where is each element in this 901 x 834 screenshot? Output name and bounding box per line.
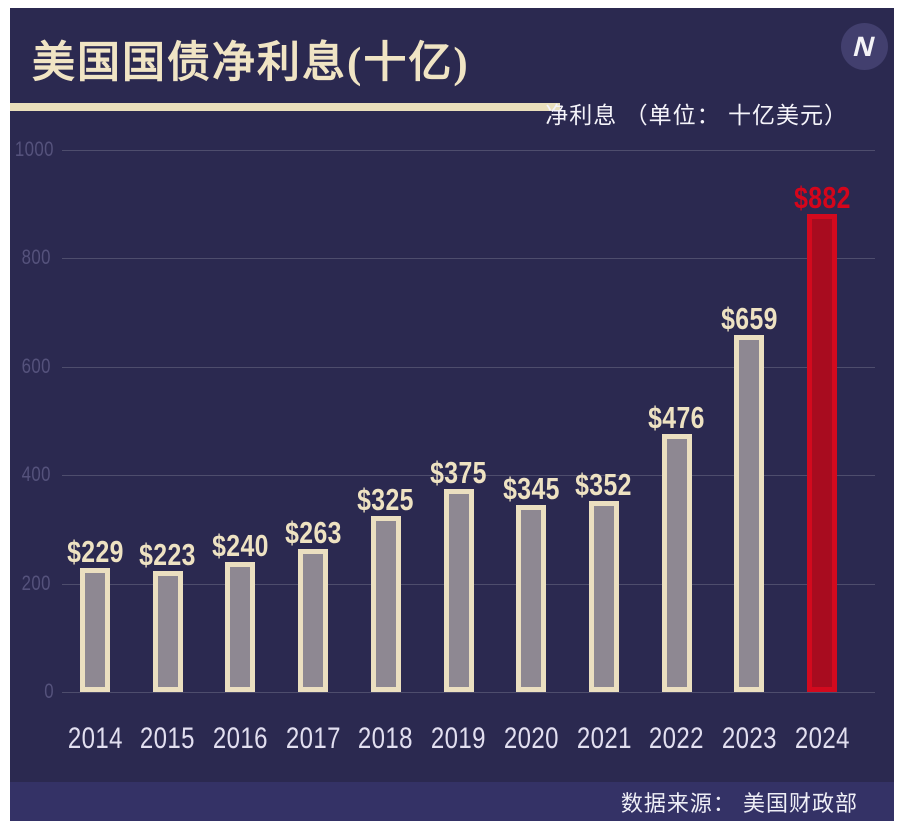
y-tick-label-600: 600 (10, 355, 55, 379)
bar-chart: 0 200 400 600 800 1000 $229 2014 $223 2015 $240 201… (10, 8, 894, 821)
bar-2022 (661, 434, 692, 692)
year-text: 2022 (649, 722, 705, 755)
x-axis-label-2024: 2024 (774, 722, 870, 756)
legend-label: 净利息 （单位： 十亿美元） (545, 102, 848, 128)
x-axis-label-2020: 2020 (483, 722, 579, 756)
bar-2014 (80, 568, 110, 692)
bar-2017 (298, 549, 329, 692)
year-text: 2018 (358, 722, 414, 755)
y-tick-label-1000: 1000 (10, 138, 55, 162)
value-label-2019: $375 (411, 457, 507, 489)
value-text: $240 (212, 528, 269, 563)
x-axis-label-2017: 2017 (265, 722, 361, 756)
x-axis-label-2019: 2019 (411, 722, 507, 756)
grid-line-400 (62, 475, 875, 477)
title-accent-line (10, 103, 560, 111)
grid-line-800 (62, 258, 875, 260)
x-axis-label-2021: 2021 (556, 722, 652, 756)
value-label-2024: $882 (774, 182, 870, 214)
x-axis-label-2015: 2015 (120, 722, 216, 756)
value-text: $375 (430, 455, 487, 490)
value-text: $263 (284, 515, 342, 550)
bar-2021 (588, 501, 619, 692)
x-axis-label-2014: 2014 (47, 722, 143, 756)
value-label-2021: $352 (556, 469, 652, 501)
year-text: 2014 (67, 722, 123, 755)
value-label-2020: $345 (483, 473, 579, 505)
grid-line-1000 (62, 150, 875, 151)
year-text: 2023 (721, 722, 777, 755)
bar-2016 (225, 562, 256, 692)
value-text: $223 (139, 537, 197, 572)
bar-2020 (516, 505, 547, 692)
y-tick-text: 0 (44, 680, 54, 703)
chart-card: 0 200 400 600 800 1000 $229 2014 $223 2015 $240 201… (10, 8, 894, 821)
y-tick-label-400: 400 (10, 463, 55, 487)
y-tick-label-0: 0 (10, 680, 55, 704)
x-axis-label-2022: 2022 (629, 722, 725, 756)
grid-line-0 (62, 692, 875, 693)
value-text: $476 (648, 400, 705, 435)
y-tick-label-200: 200 (10, 572, 55, 596)
value-label-2017: $263 (265, 517, 361, 549)
value-text: $882 (793, 180, 851, 215)
x-axis-label-2023: 2023 (701, 722, 797, 756)
year-text: 2015 (140, 722, 196, 755)
bar-2023 (734, 335, 765, 692)
year-text: 2020 (503, 722, 559, 755)
bar-2018 (370, 516, 401, 692)
grid-line-600 (62, 366, 875, 368)
y-tick-text: 400 (22, 463, 52, 487)
value-text: $659 (720, 301, 778, 336)
y-tick-text: 600 (22, 354, 52, 378)
y-tick-label-800: 800 (10, 246, 55, 270)
value-text: $229 (66, 534, 124, 569)
year-text: 2019 (431, 722, 486, 755)
data-source-text: 数据来源： 美国财政部 (620, 790, 858, 816)
value-text: $325 (357, 482, 415, 517)
value-label-2014: $229 (47, 536, 143, 568)
value-text: $345 (502, 471, 560, 506)
value-label-2023: $659 (701, 303, 797, 335)
y-tick-text: 1000 (14, 138, 54, 161)
source-bar: 数据来源： 美国财政部 (10, 782, 894, 821)
value-text: $352 (575, 467, 633, 502)
bar-2019 (443, 489, 474, 692)
year-text: 2016 (212, 722, 268, 755)
y-tick-text: 200 (22, 571, 52, 595)
value-label-2015: $223 (120, 539, 216, 571)
value-label-2018: $325 (338, 484, 434, 516)
bar-2015 (152, 571, 183, 692)
year-text: 2017 (285, 722, 341, 755)
x-axis-label-2016: 2016 (192, 722, 288, 756)
year-text: 2024 (794, 722, 850, 755)
value-label-2022: $476 (629, 402, 725, 434)
logo-letter: N (850, 30, 879, 62)
value-label-2016: $240 (192, 530, 288, 562)
brand-logo: N (841, 23, 888, 70)
y-tick-text: 800 (22, 246, 52, 270)
bar-2024 (807, 214, 837, 692)
year-text: 2021 (576, 722, 632, 755)
chart-title: 美国国债净利息(十亿) (32, 40, 470, 87)
x-axis-label-2018: 2018 (338, 722, 434, 756)
